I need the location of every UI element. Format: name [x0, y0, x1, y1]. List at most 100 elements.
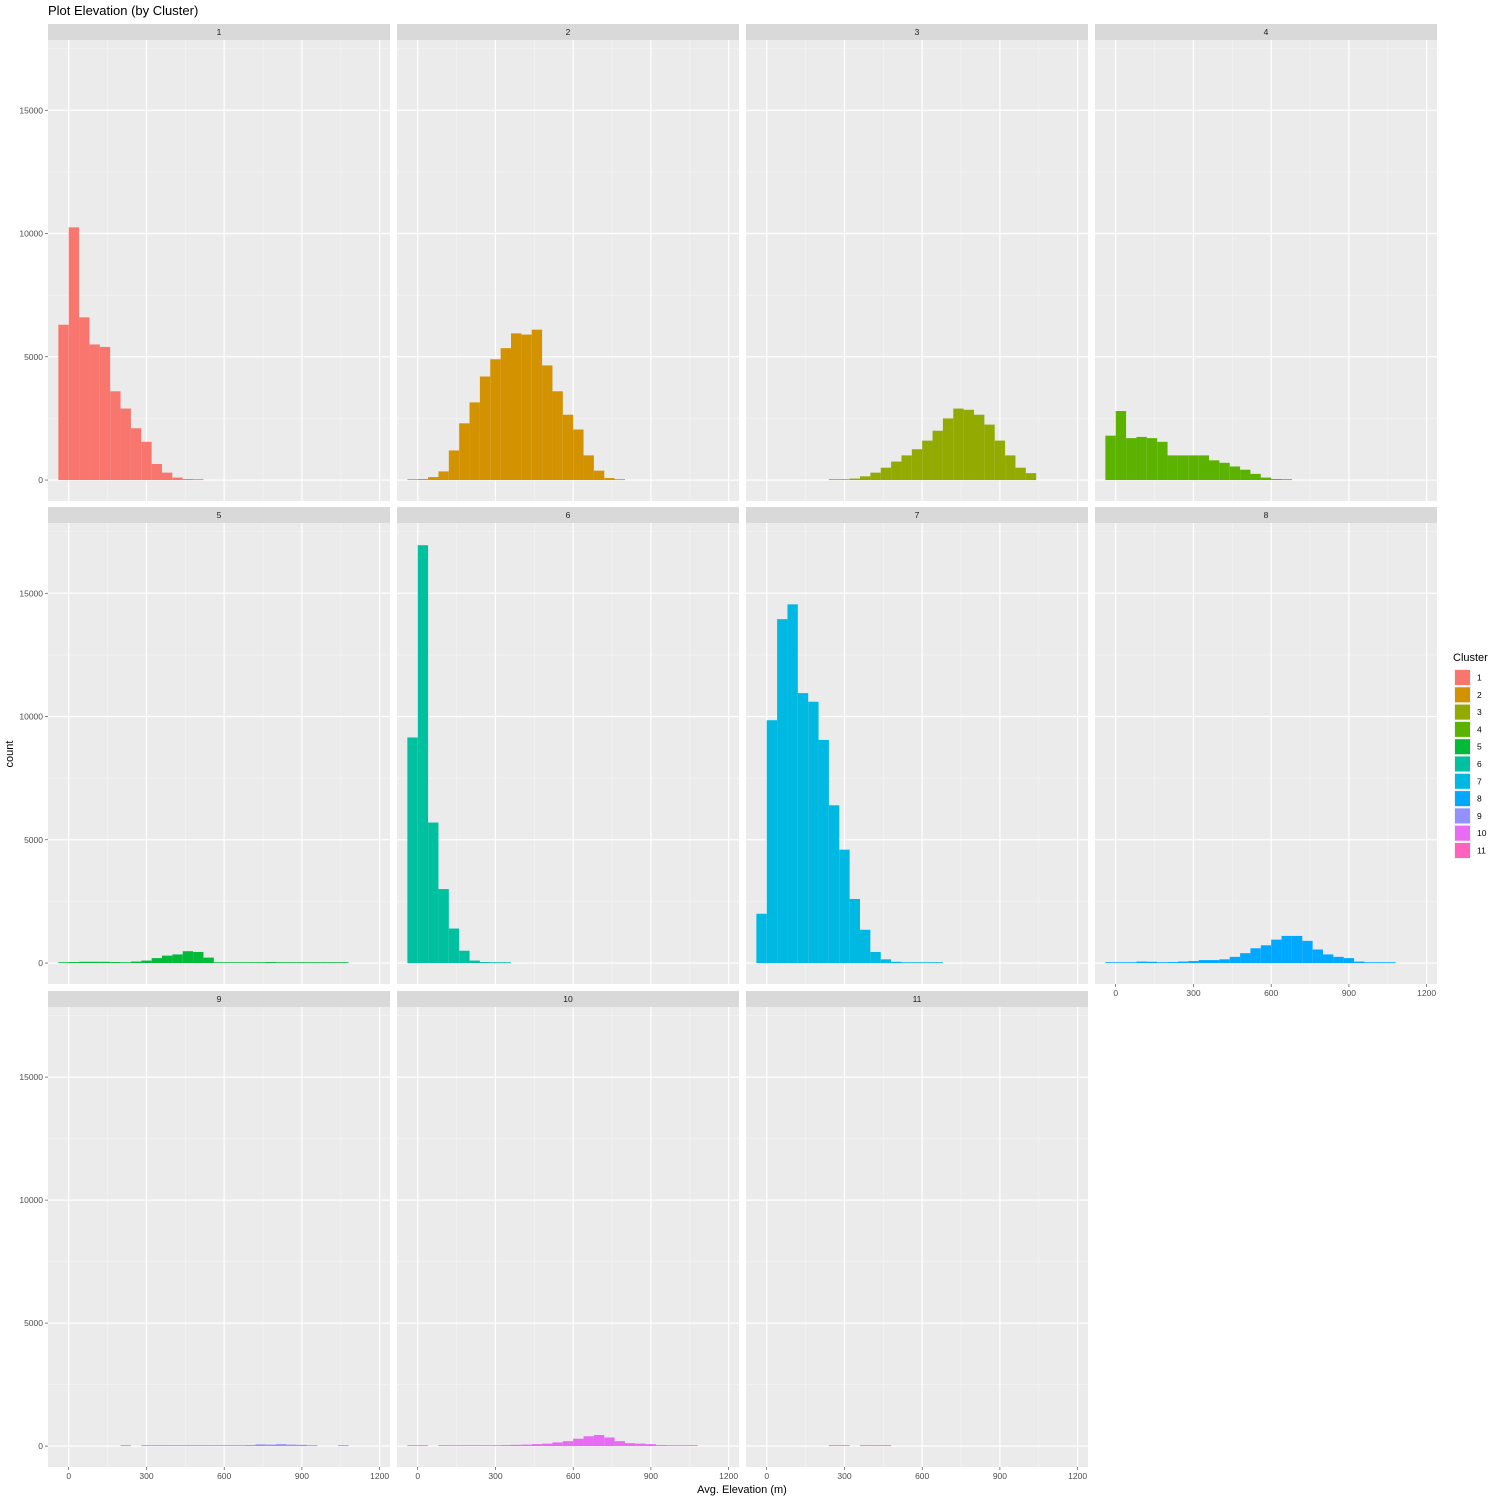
histogram-bar [942, 418, 954, 481]
histogram-bar [141, 960, 152, 964]
histogram-bar [1250, 948, 1261, 964]
histogram-bar [407, 737, 418, 964]
y-tick-label: 15000 [19, 1072, 43, 1082]
histogram-bar [417, 545, 429, 964]
facet-strip-label: 2 [566, 27, 571, 37]
facet-panel-11 [746, 1007, 1088, 1467]
histogram-bar [110, 962, 121, 964]
histogram-bar [901, 455, 912, 481]
legend-label: 4 [1477, 724, 1482, 734]
histogram-bar [828, 805, 840, 964]
histogram-bar [994, 440, 1006, 481]
histogram-bar [676, 1445, 688, 1447]
histogram-bar [265, 1444, 276, 1447]
histogram-bar [338, 962, 349, 964]
histogram-bar [1209, 960, 1220, 964]
histogram-bar [880, 959, 892, 964]
histogram-bar [1005, 455, 1016, 481]
legend-label: 10 [1477, 828, 1487, 838]
histogram-bar [151, 464, 162, 481]
histogram-bar [1229, 956, 1241, 964]
histogram-bar [756, 913, 767, 964]
histogram-bar [58, 962, 69, 964]
legend-swatch [1455, 825, 1470, 841]
histogram-bar [99, 961, 111, 964]
legend-swatch [1455, 704, 1470, 720]
histogram-bar [1136, 961, 1147, 964]
histogram-bar [417, 479, 429, 481]
histogram-bar [130, 961, 142, 964]
histogram-bar [839, 849, 850, 964]
histogram-bar [182, 479, 194, 481]
histogram-bar [1177, 961, 1189, 964]
facet-panel-5 [48, 523, 390, 984]
histogram-bar [593, 1435, 605, 1447]
histogram-bar [870, 1445, 881, 1447]
legend-swatch [1455, 721, 1470, 737]
histogram-bar [787, 604, 798, 964]
histogram-bar [880, 467, 892, 481]
histogram-bar [583, 455, 594, 481]
histogram-bar [120, 1445, 131, 1447]
histogram-bar [438, 889, 449, 964]
histogram-bar [286, 1444, 297, 1447]
histogram-bar [490, 1445, 501, 1447]
histogram-bar [500, 1445, 511, 1447]
histogram-bar [1025, 473, 1037, 481]
histogram-bar [1105, 962, 1116, 964]
histogram-bar [193, 951, 204, 964]
histogram-bar [89, 344, 100, 481]
x-tick-label: 0 [764, 1471, 769, 1481]
histogram-bar [99, 346, 111, 481]
x-tick-label: 0 [415, 1471, 420, 1481]
histogram-bar [521, 334, 532, 481]
facet-strip-label: 1 [217, 27, 222, 37]
histogram-bar [1115, 962, 1127, 964]
x-tick-label: 600 [566, 1471, 580, 1481]
histogram-bar [459, 423, 470, 481]
histogram-bar [860, 1445, 871, 1447]
histogram-bar [479, 376, 491, 481]
histogram-bar [593, 470, 605, 481]
histogram-bar [1209, 460, 1220, 481]
histogram-bar [1364, 962, 1375, 964]
histogram-bar [1343, 958, 1355, 964]
histogram-bar [870, 472, 881, 481]
facet-strip-5 [48, 507, 390, 523]
histogram-bar [162, 472, 173, 481]
histogram-bar [808, 701, 819, 964]
histogram-bar [469, 960, 480, 964]
histogram-bar [1126, 438, 1137, 481]
y-tick-label: 15000 [19, 588, 43, 598]
facet-strip-label: 8 [1264, 510, 1269, 520]
histogram-bar [1198, 455, 1209, 481]
histogram-bar [562, 414, 574, 481]
histogram-bar [531, 1444, 543, 1447]
histogram-bar [417, 1445, 429, 1447]
histogram-bar [614, 1441, 625, 1447]
legend: Cluster 1 2 3 4 5 6 7 8 9 10 11 [1453, 652, 1488, 859]
x-tick-label: 1200 [719, 1471, 738, 1481]
histogram-bar [79, 961, 90, 964]
histogram-bar [860, 476, 871, 481]
facet-strip-label: 4 [1264, 27, 1269, 37]
legend-swatch [1455, 739, 1470, 755]
histogram-bar [213, 962, 225, 964]
histogram-bar [1146, 961, 1158, 964]
histogram-bar [307, 1445, 318, 1447]
histogram-bar [911, 962, 923, 964]
x-tick-label: 600 [1264, 988, 1278, 998]
x-tick-label: 1200 [370, 1471, 389, 1481]
histogram-bar [901, 962, 912, 964]
legend-label: 8 [1477, 794, 1482, 804]
facet-strip-label: 3 [915, 27, 920, 37]
facet-strip-6 [397, 507, 739, 523]
histogram-bar [1188, 961, 1199, 964]
histogram-bar [448, 450, 460, 481]
histogram-bar [172, 1445, 183, 1447]
facet-strip-label: 6 [566, 510, 571, 520]
facet-strip-4 [1095, 24, 1437, 40]
histogram-bar [1271, 939, 1282, 964]
histogram-bar [656, 1445, 667, 1447]
